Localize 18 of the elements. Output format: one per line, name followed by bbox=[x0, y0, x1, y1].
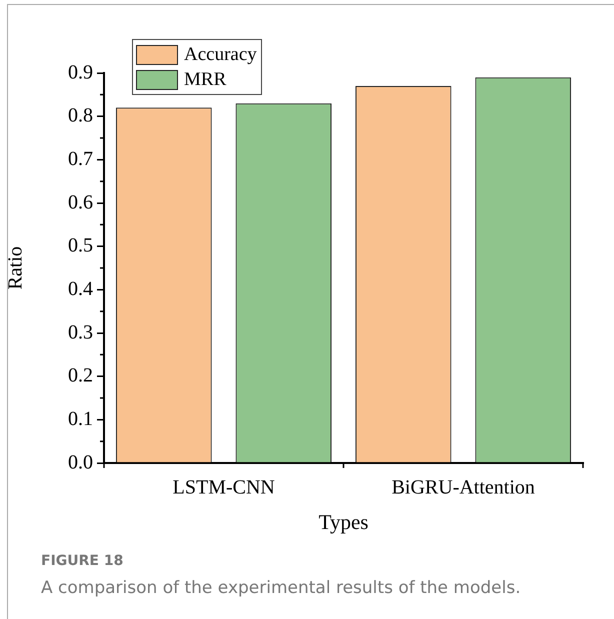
x-axis-title: Types bbox=[318, 510, 368, 534]
y-tick-label: 0.7 bbox=[68, 148, 93, 170]
y-tick-label: 0.5 bbox=[68, 234, 93, 257]
y-tick-label: 0.1 bbox=[68, 408, 93, 430]
y-tick-label: 0.0 bbox=[68, 451, 93, 474]
series-label: MRR bbox=[184, 68, 226, 90]
legend-label: Accuracy bbox=[184, 44, 257, 66]
y-tick-label: 0.2 bbox=[68, 364, 93, 387]
x-tick-label: LSTM-CNN bbox=[172, 476, 275, 498]
y-tick-label: 0.8 bbox=[68, 104, 93, 127]
y-tick-label: 0.9 bbox=[68, 61, 93, 84]
text: A comparison of the experimental results of the models. bbox=[41, 578, 521, 598]
y-axis-title: Ratio bbox=[4, 246, 26, 290]
x-tick-label: BiGRU-Attention bbox=[392, 476, 535, 498]
caption: FIGURE 18 bbox=[41, 553, 124, 569]
y-tick-label: 0.6 bbox=[68, 191, 93, 214]
y-tick-label: 0.3 bbox=[68, 321, 93, 344]
y-tick-label: 0.4 bbox=[68, 278, 93, 300]
